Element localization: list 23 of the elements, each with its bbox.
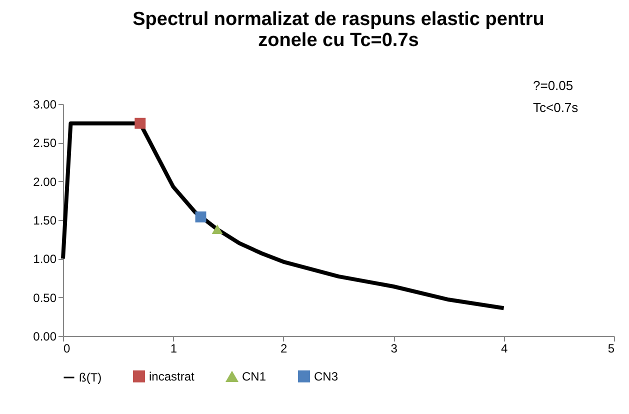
point	[212, 224, 223, 234]
legend-label: ß(T)	[79, 370, 102, 384]
legend-label: CN1	[242, 370, 266, 384]
y-tick-label: 0.50	[33, 290, 57, 305]
x-tick-label: 3	[390, 342, 398, 356]
x-tick-label: 5	[608, 342, 615, 356]
x-tick-label: 0	[64, 342, 70, 356]
point	[134, 118, 146, 129]
legend-label: CN3	[314, 369, 338, 384]
y-tick-label: 0.00	[33, 330, 57, 344]
x-tick-label: 2	[280, 342, 288, 356]
point	[195, 211, 206, 222]
legend-label: incastrat	[149, 369, 196, 384]
x-tick-label: 1	[170, 342, 178, 356]
y-tick-label: 1.50	[33, 214, 57, 228]
y-tick-label: 2.50	[33, 136, 57, 150]
text: ?=0.05	[533, 78, 574, 93]
chart-title: Spectrul normalizat de raspuns elastic pentru zonele cu Tc=0.7s	[132, 9, 544, 51]
annotation: Tc<0.7s	[533, 100, 579, 115]
y-tick-label: 3.00	[33, 98, 57, 112]
y-tick-label: 1.00	[33, 252, 57, 266]
y-tick-label: 2.00	[33, 174, 57, 189]
x-tick-label: 4	[500, 342, 508, 356]
